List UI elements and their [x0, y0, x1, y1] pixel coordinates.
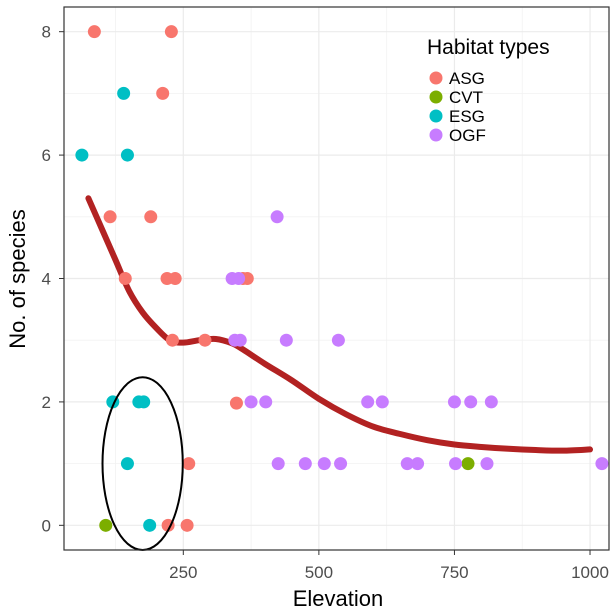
point-asg: [198, 333, 212, 347]
point-ogf: [232, 272, 246, 285]
point-ogf: [595, 457, 609, 471]
legend-label-ogf: OGF: [449, 126, 486, 145]
point-ogf: [361, 395, 375, 409]
point-ogf: [270, 210, 284, 224]
legend-label-esg: ESG: [449, 107, 485, 126]
y-tick-label: 8: [42, 23, 51, 42]
point-ogf: [449, 457, 463, 471]
point-esg: [143, 518, 157, 532]
x-tick-label: 1000: [571, 563, 609, 582]
y-tick-label: 0: [42, 516, 51, 535]
point-cvt: [99, 518, 113, 532]
x-tick-label: 250: [169, 563, 197, 582]
point-ogf: [484, 395, 498, 409]
point-ogf: [480, 457, 494, 471]
axis-layer: 250 500 750 1000 0 2 4 6 8: [42, 23, 609, 582]
y-axis-title: No. of species: [5, 209, 30, 348]
point-ogf: [317, 457, 331, 471]
point-ogf: [271, 457, 285, 471]
legend-title: Habitat types: [427, 36, 550, 59]
point-ogf: [298, 457, 312, 471]
point-esg: [120, 457, 134, 471]
legend-key-ogf: [429, 128, 443, 142]
point-ogf: [411, 457, 425, 471]
point-asg: [168, 272, 182, 285]
point-ogf: [279, 333, 293, 347]
y-tick-label: 2: [42, 393, 51, 412]
legend-key-cvt: [429, 90, 443, 104]
smooth-trend-line: [85, 195, 594, 454]
x-tick-label: 750: [440, 563, 468, 582]
point-esg: [75, 148, 89, 162]
y-tick-label: 4: [42, 270, 51, 289]
point-asg: [156, 86, 170, 100]
point-asg: [103, 210, 117, 224]
x-tick-label: 500: [305, 563, 333, 582]
point-asg: [144, 210, 158, 224]
point-ogf: [259, 395, 273, 409]
point-ogf: [464, 395, 478, 409]
smooth-line-layer: [85, 195, 594, 454]
x-axis-title: Elevation: [293, 586, 384, 611]
point-asg: [164, 25, 178, 39]
points-layer: [75, 25, 609, 532]
point-asg: [118, 272, 132, 285]
point-ogf: [400, 457, 414, 471]
y-tick-label: 6: [42, 146, 51, 165]
legend-label-cvt: CVT: [449, 88, 483, 107]
point-asg: [180, 518, 194, 532]
point-ogf: [244, 395, 258, 409]
point-asg: [87, 25, 101, 39]
point-asg: [229, 396, 243, 410]
point-esg: [117, 86, 131, 100]
point-ogf: [233, 333, 247, 347]
legend-key-asg: [429, 71, 443, 85]
point-asg: [182, 457, 196, 471]
point-ogf: [447, 395, 461, 409]
legend-label-asg: ASG: [449, 69, 485, 88]
point-ogf: [375, 395, 389, 409]
point-esg: [120, 148, 134, 162]
point-ogf: [331, 333, 345, 347]
point-esg: [137, 395, 151, 409]
point-asg: [165, 333, 179, 347]
point-ogf: [334, 457, 348, 471]
point-cvt: [461, 457, 475, 471]
legend-key-esg: [429, 109, 443, 123]
